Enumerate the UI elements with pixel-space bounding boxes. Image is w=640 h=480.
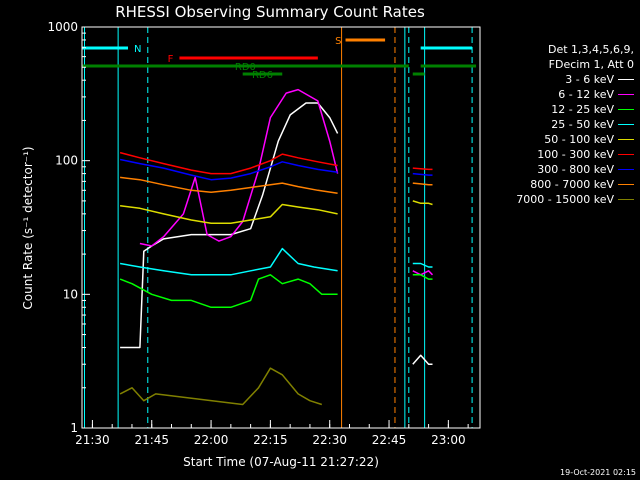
x-axis-label: Start Time (07-Aug-11 21:27:22): [183, 455, 379, 469]
legend-item: 300 - 800 keV: [486, 162, 634, 177]
plot-frame: [81, 26, 481, 429]
series-line-0-0: [120, 102, 339, 349]
series-line-5-1: [412, 167, 433, 171]
flag-label-s: S: [335, 36, 341, 47]
series-line-8-0: [119, 367, 323, 406]
series-line-4-1: [412, 200, 433, 206]
legend-swatch: [618, 94, 634, 95]
legend-label: 25 - 50 keV: [551, 118, 614, 131]
legend-header-decimation: FDecim 1, Att 0: [548, 58, 634, 71]
legend-label: 7000 - 15000 keV: [516, 193, 614, 206]
series-line-7-1: [412, 182, 433, 186]
series-line-3-1: [412, 262, 433, 268]
flag-label-rd0: RD0: [235, 62, 256, 73]
legend-label: 3 - 6 keV: [565, 73, 614, 86]
series-line-5-0: [119, 151, 338, 175]
legend-item: 6 - 12 keV: [486, 87, 634, 102]
x-tick-label-4: 22:30: [312, 433, 347, 447]
series-line-1-1: [412, 270, 434, 276]
flag-label-rd6: RD6: [252, 70, 273, 81]
legend-swatch: [618, 154, 634, 155]
legend-swatch: [618, 184, 634, 185]
flag-label-n: N: [134, 44, 141, 55]
x-tick-label-1: 21:45: [134, 433, 169, 447]
y-tick-label-1: 10: [63, 287, 78, 301]
y-axis: 1 10 100 1000: [47, 20, 90, 435]
series-group: [119, 88, 434, 406]
legend-swatch: [618, 139, 634, 140]
y-tick-label-0: 1: [70, 421, 78, 435]
legend-label: 800 - 7000 keV: [530, 178, 614, 191]
series-line-7-0: [120, 176, 338, 195]
legend-header-detectors: Det 1,3,4,5,6,9,: [547, 43, 634, 56]
legend-label: 12 - 25 keV: [551, 103, 614, 116]
legend-label: 300 - 800 keV: [537, 163, 614, 176]
x-tick-label-2: 22:00: [194, 433, 229, 447]
series-line-0-1: [412, 354, 433, 365]
x-axis: 21:30 21:45 22:00 22:15 22:30 22:45 23:00: [75, 420, 469, 447]
legend-item: 800 - 7000 keV: [486, 177, 634, 192]
timestamp: 19-Oct-2021 02:15: [560, 468, 636, 477]
y-axis-label: Count Rate (s⁻¹ detector⁻¹): [21, 146, 35, 309]
legend-swatch: [618, 109, 634, 110]
y-tick-label-3: 1000: [47, 20, 78, 34]
legend-item: 50 - 100 keV: [486, 132, 634, 147]
legend: Det 1,3,4,5,6,9, FDecim 1, Att 0 3 - 6 k…: [486, 42, 634, 207]
legend-item: 25 - 50 keV: [486, 117, 634, 132]
legend-item: 7000 - 15000 keV: [486, 192, 634, 207]
legend-swatch: [618, 124, 634, 125]
legend-item: 100 - 300 keV: [486, 147, 634, 162]
series-line-4-0: [120, 203, 338, 225]
x-tick-label-3: 22:15: [253, 433, 288, 447]
legend-label: 100 - 300 keV: [537, 148, 614, 161]
flag-label-f: F: [168, 54, 174, 65]
series-line-6-1: [412, 172, 433, 176]
x-tick-label-0: 21:30: [75, 433, 110, 447]
legend-item: 3 - 6 keV: [486, 72, 634, 87]
legend-swatch: [618, 169, 634, 170]
legend-swatch: [618, 79, 634, 80]
legend-item: 12 - 25 keV: [486, 102, 634, 117]
series-line-1-0: [139, 88, 339, 247]
legend-swatch: [618, 199, 634, 200]
x-tick-label-6: 23:00: [431, 433, 466, 447]
y-tick-label-2: 100: [55, 154, 78, 168]
legend-label: 50 - 100 keV: [544, 133, 614, 146]
x-tick-label-5: 22:45: [372, 433, 407, 447]
series-line-3-0: [119, 247, 338, 276]
series-line-2-0: [119, 274, 338, 309]
series-line-6-0: [119, 158, 338, 181]
vertical-markers: [84, 27, 473, 428]
series-line-2-1: [412, 274, 433, 280]
chart-title: RHESSI Observing Summary Count Rates: [115, 3, 425, 21]
legend-label: 6 - 12 keV: [558, 88, 614, 101]
